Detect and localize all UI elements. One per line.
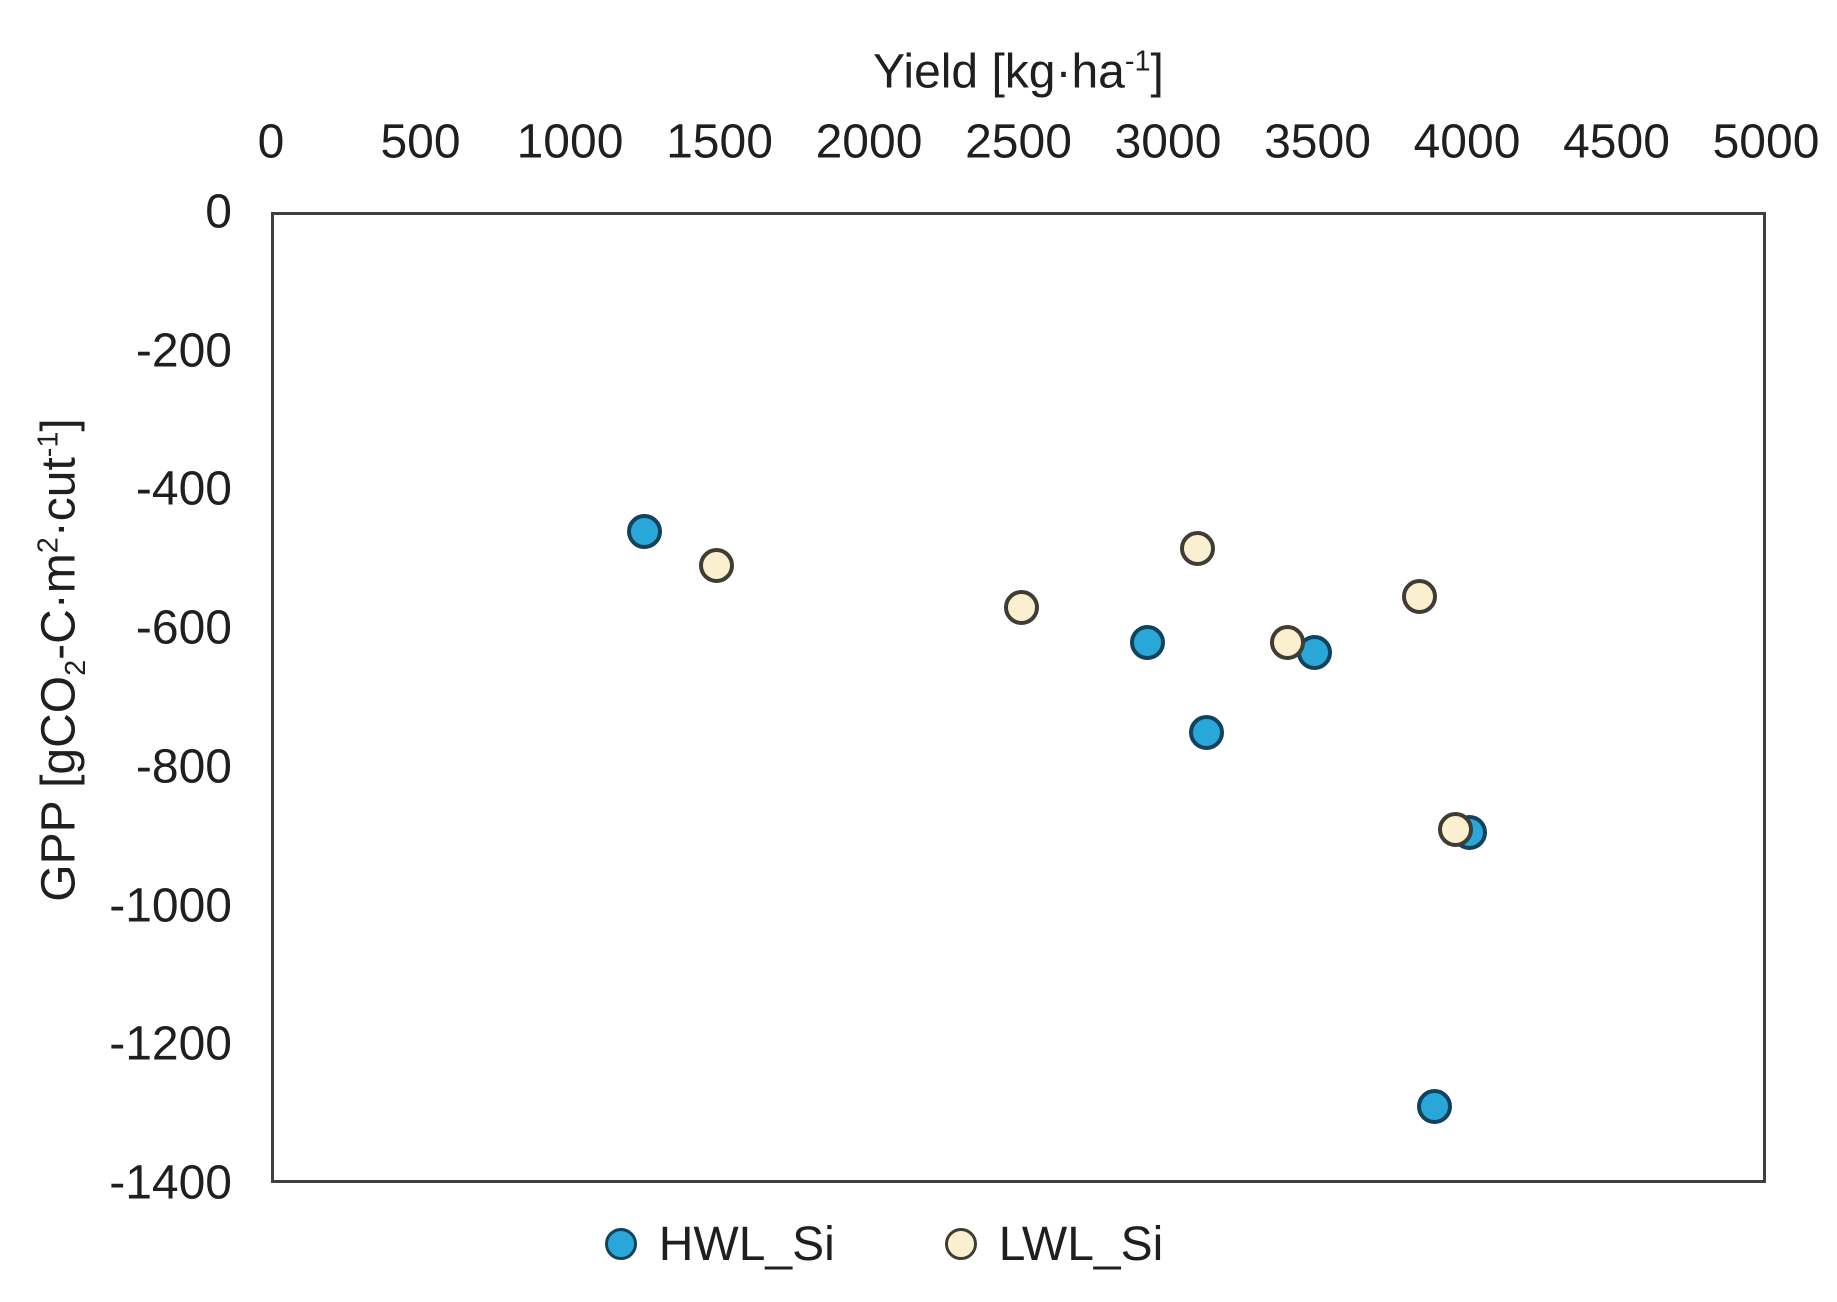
y-tick-label: -1000 — [109, 879, 232, 933]
x-tick-label: 1500 — [666, 115, 773, 169]
y-tick-label: 0 — [205, 185, 232, 239]
y-tick-label: -1200 — [109, 1017, 232, 1071]
y-tick-label: -1400 — [109, 1156, 232, 1210]
legend: HWL_Si LWL_Si — [0, 1208, 1768, 1280]
y-tick-label: -800 — [135, 740, 232, 794]
y-tick-label: -200 — [135, 324, 232, 378]
legend-item-lwl-si: LWL_Si — [944, 1217, 1164, 1272]
x-tick-label: 4500 — [1563, 115, 1670, 169]
x-tick-label: 5000 — [1712, 115, 1820, 169]
y-tick-label: -400 — [135, 462, 232, 516]
x-tick-label: 1000 — [516, 115, 624, 169]
legend-label-lwl-si: LWL_Si — [998, 1217, 1164, 1271]
legend-label-hwl-si: HWL_Si — [658, 1217, 835, 1271]
x-tick-label: 3000 — [1114, 115, 1222, 169]
x-tick-label: 4000 — [1413, 115, 1521, 169]
plot-area — [271, 212, 1766, 1183]
y-tick-label: -600 — [135, 601, 232, 655]
x-tick-label: 500 — [380, 115, 461, 169]
legend-marker-lwl-si-icon — [944, 1228, 977, 1260]
x-tick-label: 3500 — [1264, 115, 1371, 169]
x-tick-label: 2500 — [965, 115, 1072, 169]
x-tick-label: 2000 — [815, 115, 923, 169]
x-axis-title: Yield [kg·ha-1] — [873, 45, 1164, 99]
legend-marker-hwl-si-icon — [604, 1228, 637, 1260]
legend-item-hwl-si: HWL_Si — [604, 1217, 835, 1272]
x-tick-label: 0 — [257, 115, 285, 169]
